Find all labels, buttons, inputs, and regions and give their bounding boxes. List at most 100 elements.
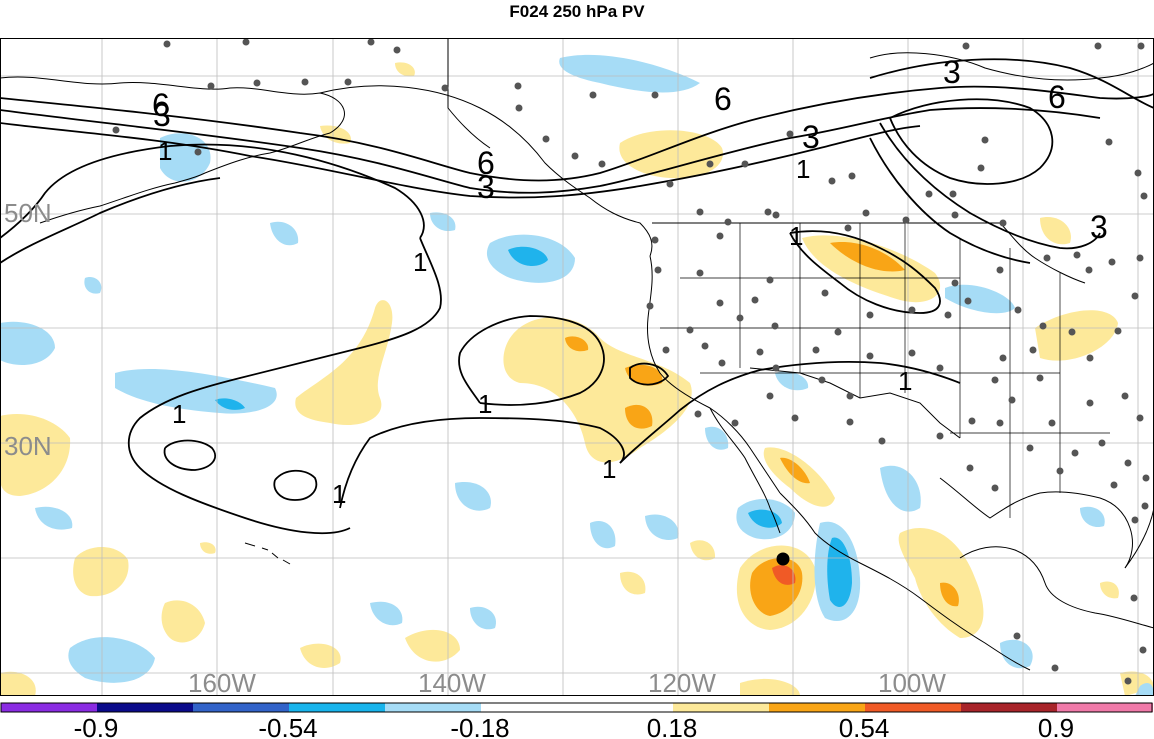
pv-map: 6 3 1 6 6 3 3 6 3 1 1 1 1 1 1 1 1 3 50N … bbox=[0, 38, 1154, 696]
positive-anomaly-area bbox=[0, 414, 71, 496]
negative-anomaly-area bbox=[270, 221, 299, 246]
contour-label: 1 bbox=[158, 136, 172, 166]
positive-anomaly-area bbox=[940, 582, 959, 607]
positive-anomaly-area bbox=[625, 404, 653, 429]
station-dots bbox=[112, 38, 1150, 685]
negative-anomaly-area bbox=[455, 482, 491, 511]
colorbar-label: 0.18 bbox=[647, 713, 698, 739]
contour-label: 1 bbox=[602, 454, 616, 484]
pv-contour-6 bbox=[869, 58, 1154, 109]
pv-contour-1 bbox=[619, 360, 961, 464]
baja-coastline bbox=[709, 407, 781, 534]
positive-anomaly-area bbox=[161, 600, 205, 643]
gulf-coastline bbox=[939, 477, 1133, 569]
colorbar-segment bbox=[481, 703, 577, 712]
negative-anomaly-area bbox=[775, 371, 809, 391]
pv-contour-6 bbox=[888, 98, 1054, 185]
pv-contour-1 bbox=[0, 177, 221, 264]
pv-anomaly-fills bbox=[0, 54, 1154, 696]
lat-label-50n: 50N bbox=[4, 198, 52, 228]
contour-label: 1 bbox=[796, 154, 810, 184]
contour-label: 1 bbox=[332, 479, 346, 509]
colorbar-segment bbox=[1057, 703, 1153, 712]
negative-anomaly-area bbox=[1000, 639, 1033, 669]
contour-label: 3 bbox=[153, 97, 171, 133]
mexico-coastline bbox=[779, 492, 1031, 671]
positive-anomaly-area bbox=[73, 546, 129, 597]
contour-label: 1 bbox=[172, 399, 186, 429]
negative-anomaly-area bbox=[1135, 683, 1154, 696]
lat-label-30n: 30N bbox=[4, 431, 52, 461]
us-mexico-border bbox=[749, 367, 961, 439]
positive-anomaly-area bbox=[0, 671, 36, 696]
positive-anomaly-area bbox=[780, 457, 810, 484]
negative-anomaly-area bbox=[590, 520, 616, 549]
colorbar-segment bbox=[577, 703, 673, 712]
pv-contour-1 bbox=[629, 362, 670, 386]
lon-label-140w: 140W bbox=[418, 668, 486, 696]
pv-contour-1 bbox=[0, 143, 425, 239]
negative-anomaly-area bbox=[880, 465, 921, 512]
colorbar-label: 0.54 bbox=[839, 713, 890, 739]
colorbar-label: -0.9 bbox=[74, 713, 119, 739]
negative-anomaly-area bbox=[84, 277, 102, 294]
pv-contour-1 bbox=[273, 469, 318, 501]
lon-label-160w: 160W bbox=[188, 668, 256, 696]
pv-contour-3 bbox=[879, 122, 1101, 250]
negative-anomaly-area bbox=[35, 506, 73, 530]
contour-label: 1 bbox=[478, 389, 492, 419]
colorbar-segments bbox=[1, 703, 1153, 712]
colorbar-segment bbox=[97, 703, 193, 712]
positive-anomaly-area bbox=[1035, 310, 1118, 361]
negative-anomaly-area bbox=[370, 601, 403, 626]
colorbar-label: -0.18 bbox=[450, 713, 509, 739]
negative-anomaly-area bbox=[430, 212, 456, 232]
contour-labels: 6 3 1 6 6 3 3 6 3 1 1 1 1 1 1 1 1 3 bbox=[152, 54, 1108, 509]
pv-contour-3 bbox=[869, 137, 1031, 264]
negative-anomaly-area bbox=[945, 284, 1015, 314]
negative-anomaly-area bbox=[645, 514, 679, 540]
pv-contour-1 bbox=[339, 417, 625, 509]
pv-contour-1 bbox=[789, 230, 941, 314]
contour-label: 3 bbox=[943, 54, 961, 90]
colorbar-segment bbox=[385, 703, 481, 712]
colorbar-segment bbox=[193, 703, 289, 712]
colorbar-segment bbox=[1, 703, 97, 712]
colorbar-segment bbox=[289, 703, 385, 712]
positive-anomaly-area bbox=[300, 643, 341, 668]
pv-contour-1 bbox=[458, 315, 605, 406]
pv-contour-3 bbox=[0, 107, 1101, 194]
contour-label: 3 bbox=[802, 119, 820, 155]
contour-label: 3 bbox=[477, 169, 495, 205]
pv-contour-6 bbox=[0, 85, 1154, 182]
negative-anomaly-area bbox=[827, 537, 852, 607]
contour-label: 1 bbox=[413, 247, 427, 277]
colorbar-label: -0.54 bbox=[258, 713, 317, 739]
positive-anomaly-area bbox=[395, 62, 415, 77]
contour-label: 1 bbox=[789, 221, 803, 251]
contour-label: 6 bbox=[477, 145, 495, 181]
east-coastline bbox=[1124, 507, 1154, 569]
positive-anomaly-area bbox=[772, 565, 796, 585]
negative-anomaly-area bbox=[190, 386, 255, 407]
figure-title: F024 250 hPa PV bbox=[509, 2, 645, 21]
lon-label-120w: 120W bbox=[648, 668, 716, 696]
pv-contour-3 bbox=[0, 122, 921, 199]
colorbar-frame bbox=[0, 702, 1153, 713]
negative-anomaly-area bbox=[0, 321, 55, 365]
negative-anomaly-area bbox=[68, 637, 155, 683]
contour-label: 1 bbox=[898, 366, 912, 396]
negative-anomaly-area bbox=[215, 398, 245, 410]
pv-contour-1 bbox=[163, 439, 217, 471]
contour-label: 6 bbox=[1048, 79, 1066, 115]
negative-anomaly-area bbox=[470, 606, 496, 630]
hudson-coastline bbox=[869, 52, 1154, 81]
positive-anomaly-area bbox=[1040, 217, 1071, 245]
positive-anomaly-area bbox=[200, 542, 216, 554]
gulf-south-coastline bbox=[959, 546, 1154, 629]
contour-label: 6 bbox=[152, 87, 170, 123]
coastlines bbox=[0, 38, 1154, 671]
colorbar-segment bbox=[673, 703, 769, 712]
positive-anomaly-area bbox=[740, 678, 800, 696]
colorbar-segment bbox=[769, 703, 865, 712]
